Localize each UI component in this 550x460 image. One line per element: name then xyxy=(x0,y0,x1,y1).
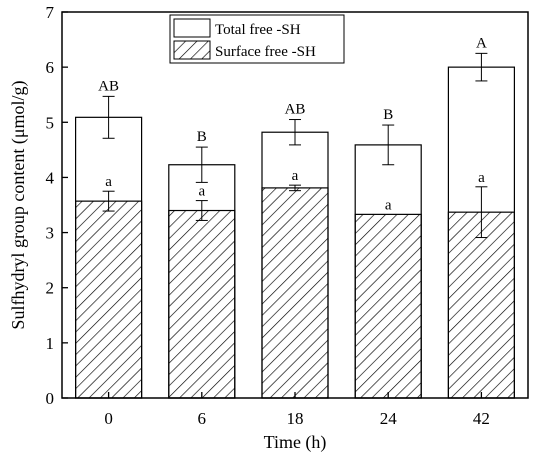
sig-label-surface-6: a xyxy=(198,184,205,200)
y-tick-label: 7 xyxy=(46,3,55,22)
sig-label-surface-24: a xyxy=(385,197,392,213)
surface-free-sh-bars xyxy=(74,187,515,399)
x-axis-title: Time (h) xyxy=(264,432,327,453)
bar-surface-6 xyxy=(168,209,236,399)
significance-labels: AB a Ba AB a Ba Aa xyxy=(98,35,487,213)
y-tick-label: 4 xyxy=(46,168,55,187)
error-bar-total-42 xyxy=(475,52,488,82)
bar-surface-42 xyxy=(447,211,515,399)
error-bar-surface-6 xyxy=(195,200,208,221)
x-axis-ticks: 0 6 18 24 42 xyxy=(104,392,490,428)
sig-label-total-18: AB xyxy=(285,102,306,118)
sig-label-surface-42: a xyxy=(478,170,485,186)
sig-label-surface-18: a xyxy=(292,168,299,184)
sig-label-total-6: B xyxy=(197,129,207,145)
sig-label-total-0: AB xyxy=(98,78,119,94)
legend: Total free -SH Surface free -SH xyxy=(169,14,345,64)
y-tick-label: 5 xyxy=(46,113,55,132)
error-bar-total-6 xyxy=(195,146,208,183)
error-bar-surface-0 xyxy=(102,190,115,212)
error-bar-total-18 xyxy=(289,119,301,146)
sig-label-total-24: B xyxy=(383,107,393,123)
legend-label-total: Total free -SH xyxy=(215,22,301,38)
bar-surface-18 xyxy=(261,187,329,399)
sig-label-surface-0: a xyxy=(105,174,112,190)
x-tick-label: 0 xyxy=(104,409,113,428)
y-axis-ticks: 0 1 2 3 4 5 6 7 xyxy=(46,3,68,408)
x-tick-label: 18 xyxy=(287,409,304,428)
y-tick-label: 6 xyxy=(46,58,55,77)
error-bars xyxy=(102,52,488,239)
y-axis-title: Sulfhydryl group content (μmol/g) xyxy=(8,80,29,329)
sig-label-total-42: A xyxy=(476,35,487,51)
x-tick-label: 42 xyxy=(473,409,490,428)
x-tick-label: 6 xyxy=(198,409,207,428)
legend-swatch-total xyxy=(173,18,211,38)
legend-label-surface: Surface free -SH xyxy=(215,44,316,60)
y-tick-label: 3 xyxy=(46,224,55,243)
legend-swatch-surface xyxy=(173,40,211,60)
y-tick-label: 2 xyxy=(46,279,55,298)
bar-surface-0 xyxy=(74,200,143,399)
error-bar-total-0 xyxy=(102,95,115,139)
error-bar-surface-18 xyxy=(289,184,301,192)
error-bar-total-24 xyxy=(382,124,395,166)
y-tick-label: 1 xyxy=(46,334,55,353)
error-bar-surface-42 xyxy=(475,186,488,239)
y-tick-label: 0 xyxy=(46,389,55,408)
x-tick-label: 24 xyxy=(380,409,398,428)
bar-surface-24 xyxy=(354,213,422,399)
